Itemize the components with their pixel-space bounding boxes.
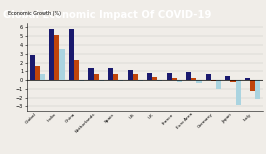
Bar bbox=[186, 72, 191, 80]
Bar bbox=[191, 78, 196, 80]
Bar bbox=[35, 66, 40, 80]
Bar bbox=[94, 74, 99, 80]
Bar bbox=[177, 80, 182, 82]
Bar bbox=[230, 80, 236, 82]
Bar bbox=[196, 80, 202, 83]
Bar bbox=[236, 80, 241, 105]
Bar bbox=[54, 34, 60, 80]
Bar bbox=[118, 80, 123, 81]
Text: Global Economic Impact Of COVID-19: Global Economic Impact Of COVID-19 bbox=[3, 10, 211, 20]
Bar bbox=[211, 80, 216, 81]
Bar bbox=[157, 80, 162, 81]
Bar bbox=[225, 76, 230, 80]
Bar bbox=[60, 49, 65, 80]
Bar bbox=[255, 80, 260, 99]
Bar bbox=[167, 73, 172, 80]
Bar bbox=[147, 73, 152, 80]
Bar bbox=[172, 77, 177, 80]
Bar bbox=[74, 60, 79, 80]
Bar bbox=[250, 80, 255, 91]
Bar bbox=[152, 77, 157, 80]
Bar bbox=[88, 68, 94, 80]
Bar bbox=[40, 74, 45, 80]
Bar bbox=[128, 70, 133, 80]
Bar bbox=[206, 74, 211, 80]
Bar bbox=[245, 78, 250, 80]
Bar bbox=[113, 74, 118, 80]
Bar bbox=[30, 55, 35, 80]
Bar bbox=[216, 80, 221, 89]
Bar bbox=[79, 80, 84, 81]
Bar bbox=[49, 29, 54, 80]
Bar bbox=[108, 68, 113, 80]
Bar bbox=[99, 80, 104, 81]
Bar bbox=[69, 29, 74, 80]
Bar bbox=[133, 74, 138, 80]
Text: Economic Growth (%): Economic Growth (%) bbox=[8, 11, 61, 16]
Bar bbox=[138, 80, 143, 81]
